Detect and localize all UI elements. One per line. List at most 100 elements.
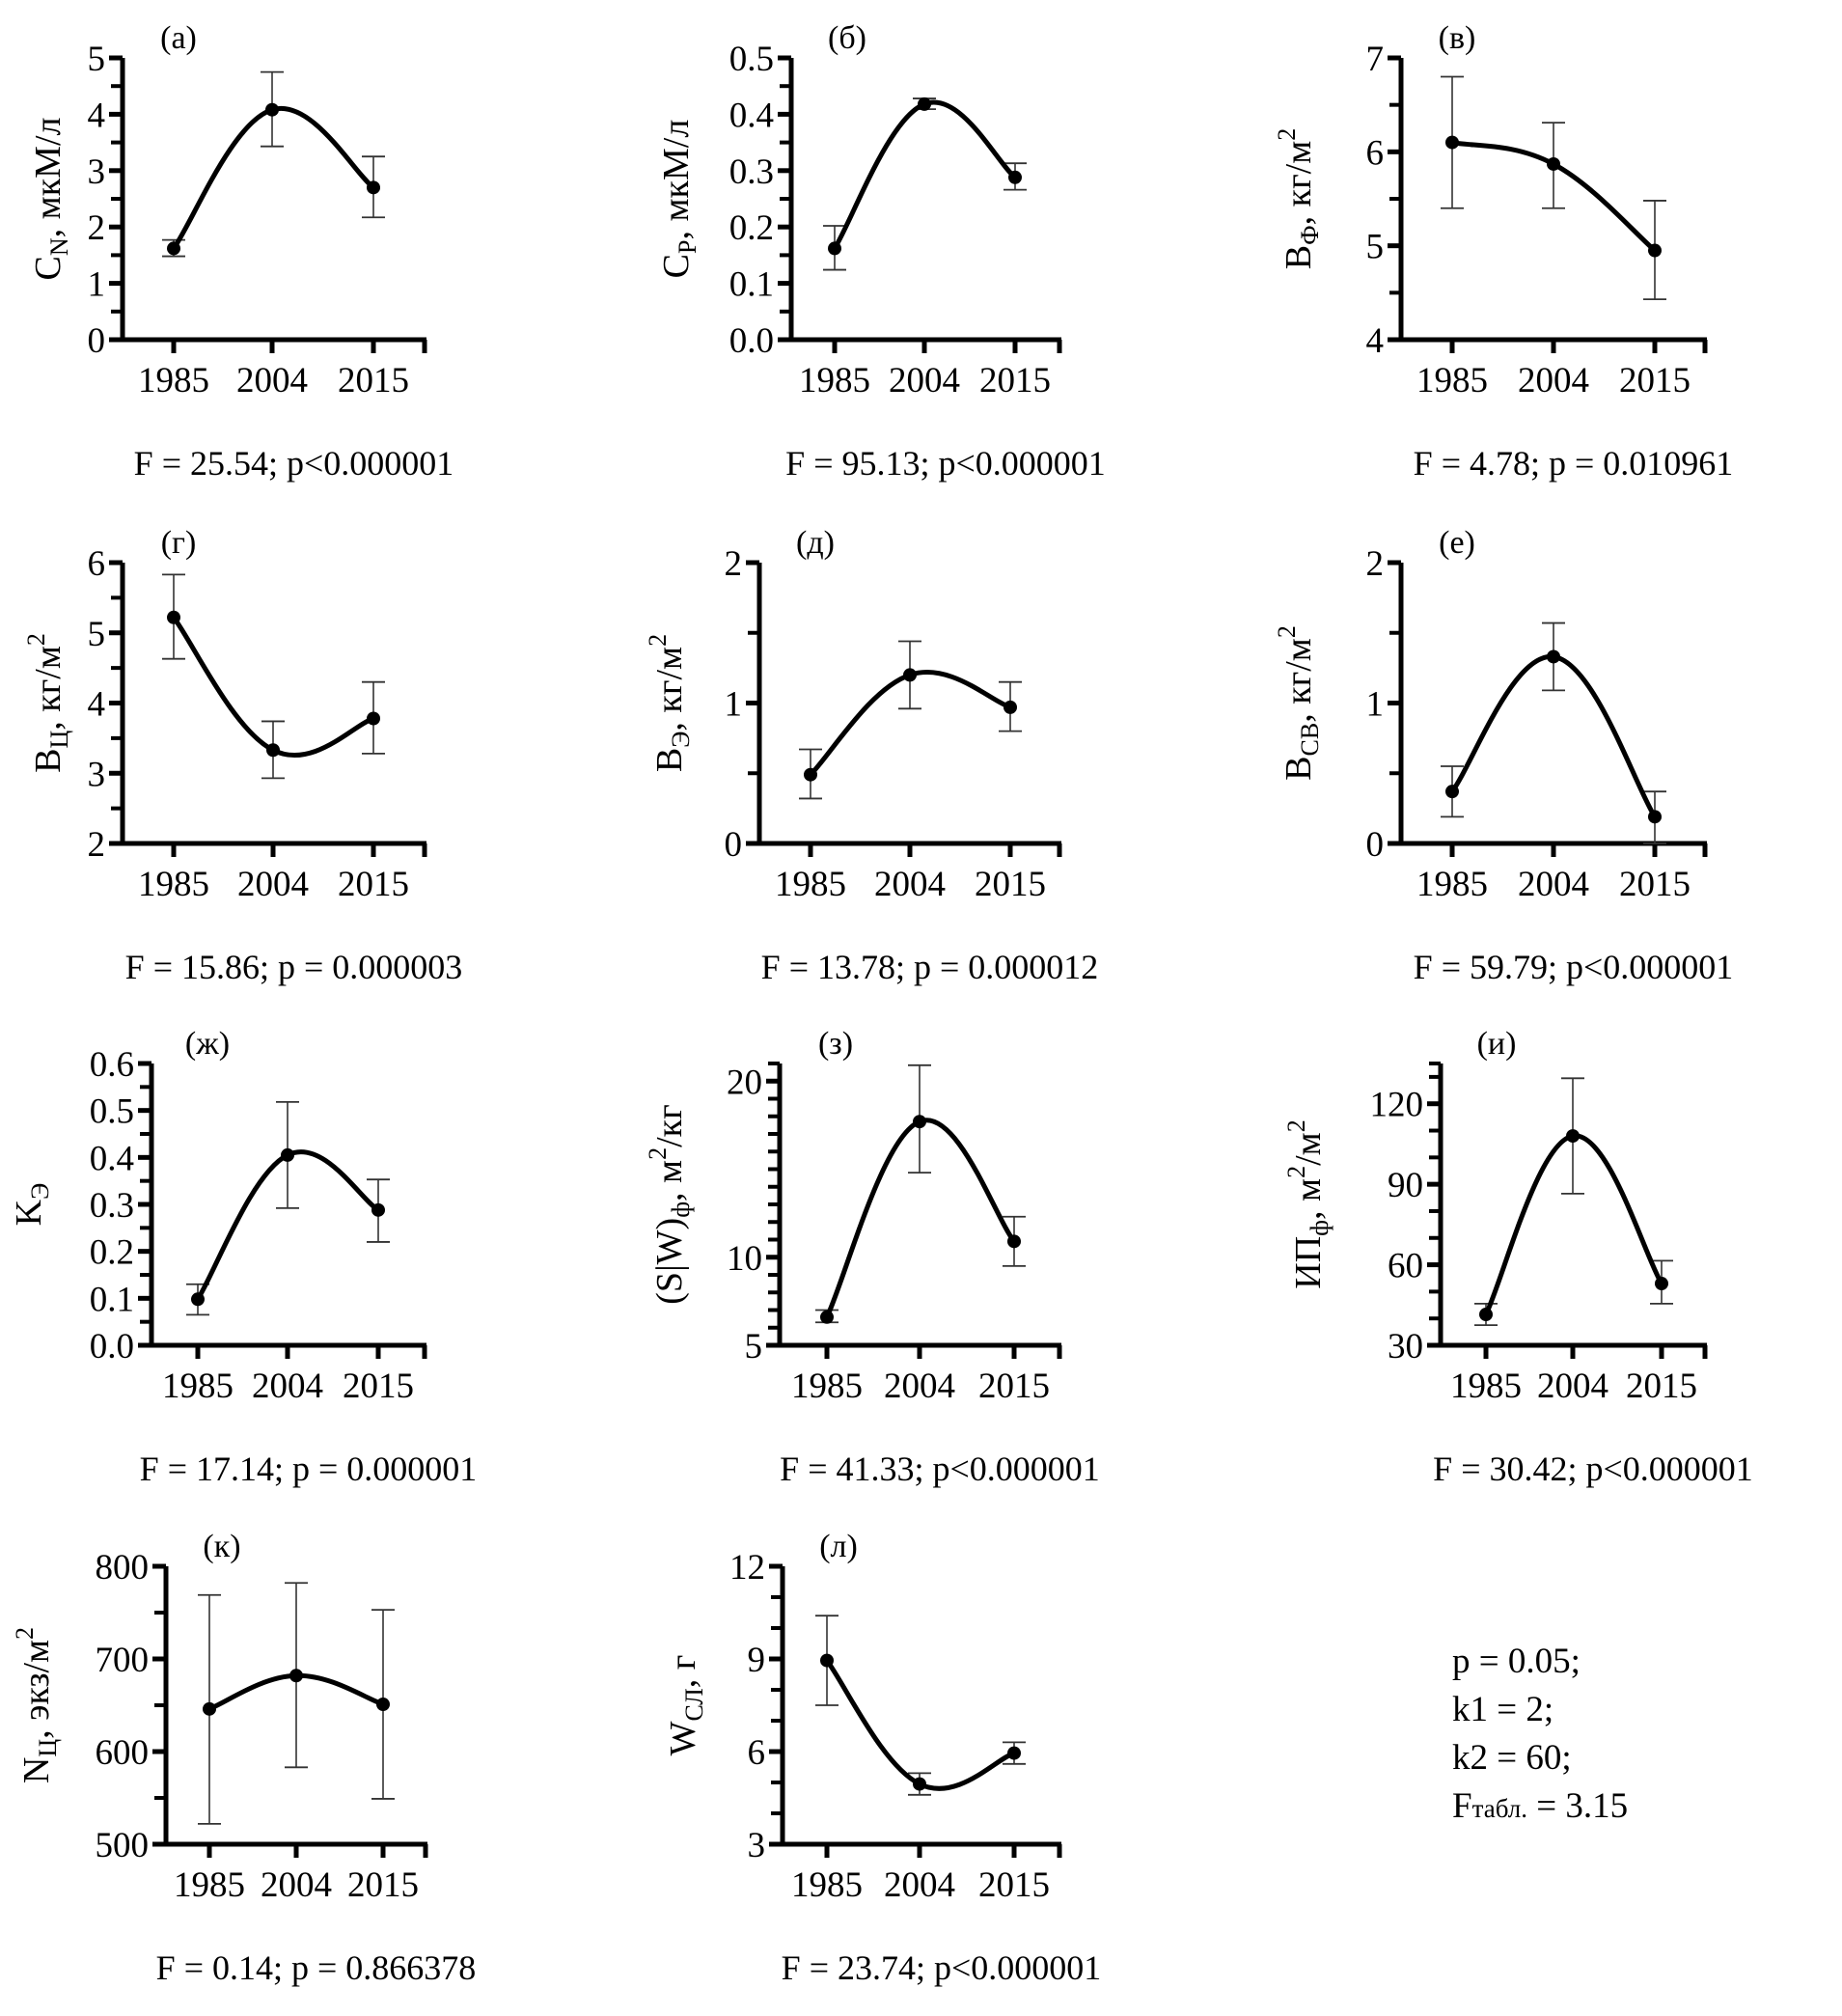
note-line-k2: k2 = 60;	[1452, 1738, 1572, 1778]
y-axis-label-part: N	[16, 1757, 57, 1783]
x-tick-label: 1985	[799, 361, 870, 400]
x-tick-label: 2004	[884, 1367, 955, 1406]
y-axis-label: KЭ​	[9, 1183, 54, 1227]
y-axis-label: NЦ​, экз/м2​	[11, 1627, 62, 1783]
y-tick-label: 0.3	[729, 152, 774, 192]
y-axis-label-part: /м	[1288, 1132, 1329, 1166]
panel-letter: (б)	[828, 20, 866, 56]
y-axis-label-part: C	[28, 256, 69, 280]
data-point	[167, 241, 180, 256]
x-tick-label: 2015	[1626, 1367, 1697, 1406]
y-tick-label: 800	[96, 1548, 150, 1588]
panel-letter: (к)	[203, 1529, 240, 1564]
panel-zh: 0.0 0.1 0.2 0.3 0.4 0.5 0.6 1985 2004 2015 (ж) KЭ​ F…	[9, 1026, 477, 1488]
y-tick-label: 4	[88, 96, 106, 135]
y-axis-label-part: C	[656, 254, 697, 278]
y-tick-label: 600	[96, 1733, 150, 1773]
data-point	[1547, 649, 1560, 664]
y-tick-label: 0.4	[90, 1139, 134, 1178]
y-axis-label-part: Э	[667, 732, 695, 748]
f-table-rest: = 3.15	[1526, 1786, 1629, 1826]
y-axis-label: BЦ​, кг/м2​	[22, 633, 73, 773]
y-axis-label-part: 2	[11, 1627, 39, 1640]
y-tick-label: 5	[88, 40, 106, 79]
y-tick-label: 2	[88, 208, 106, 248]
y-tick-label: 6	[1366, 133, 1385, 173]
y-axis-label-part: СЛ	[680, 1688, 708, 1721]
y-tick-label: 0.1	[90, 1280, 134, 1319]
y-tick-label: 1	[88, 265, 106, 305]
x-tick-label: 2004	[237, 865, 309, 904]
data-point	[1007, 1746, 1021, 1760]
y-tick-label: 5	[745, 1327, 763, 1367]
x-tick-label: 2004	[261, 1865, 332, 1905]
x-tick-label: 2004	[252, 1367, 323, 1406]
data-point	[371, 1202, 385, 1217]
series-line	[171, 105, 376, 251]
y-axis-label-part: ИП	[1288, 1236, 1329, 1289]
data-point	[265, 102, 279, 117]
x-tick-label: 1985	[138, 361, 209, 400]
panel-g: 2 3 4 5 6 1985 2004 2015 (г) BЦ​, кг/м2​ F = 15.86…	[22, 525, 462, 986]
y-axis-label: (S|W)ф​, м2​/кг	[644, 1104, 695, 1304]
x-tick-label: 2015	[1619, 865, 1691, 904]
anova-stat: F = 30.42; p<0.000001	[1433, 1450, 1753, 1488]
y-axis-label-part: Ц	[45, 731, 73, 749]
y-tick-label: 500	[96, 1826, 150, 1865]
note-line-p: p = 0.05;	[1452, 1642, 1581, 1681]
data-point	[367, 711, 380, 726]
data-point	[1445, 135, 1459, 150]
panel-e: 0 1 2 1985 2004 2015 (е) BCB​, кг/м2​ F = 59.79;…	[1273, 525, 1733, 986]
data-point	[1648, 810, 1662, 824]
panel-letter: (а)	[160, 20, 197, 56]
y-tick-label: 0.0	[90, 1327, 134, 1367]
x-tick-label: 1985	[138, 865, 209, 904]
x-tick-label: 2004	[884, 1865, 955, 1905]
y-tick-label: 6	[88, 544, 106, 584]
data-point	[1547, 156, 1560, 171]
data-point	[1655, 1277, 1668, 1291]
data-point	[376, 1698, 390, 1712]
y-axis-label-part: 2	[1282, 1166, 1310, 1178]
x-tick-label: 2004	[1537, 1367, 1608, 1406]
data-point	[1003, 700, 1017, 714]
x-tick-label: 2004	[1518, 865, 1589, 904]
y-axis-label-part: W	[663, 1721, 703, 1755]
anova-stat: F = 4.78; p = 0.010961	[1414, 444, 1734, 483]
panel-letter: (з)	[818, 1026, 853, 1062]
y-axis-label-part: , мкМ/л	[656, 120, 697, 240]
y-axis-label-part: /кг	[649, 1104, 690, 1147]
y-tick-label: 3	[748, 1826, 766, 1865]
y-tick-label: 5	[88, 615, 106, 654]
f-table-sub: табл.	[1471, 1794, 1527, 1823]
y-tick-label: 20	[727, 1063, 762, 1102]
x-tick-label: 1985	[1416, 865, 1488, 904]
x-tick-label: 2004	[889, 361, 960, 400]
y-axis-label: CP​, мкМ/л	[656, 120, 701, 279]
y-axis-label: BЭ​, кг/м2​	[644, 634, 695, 772]
data-point	[804, 767, 817, 782]
y-tick-label: 0	[1366, 825, 1385, 865]
panel-letter: (д)	[796, 525, 835, 561]
anova-stat: F = 0.14; p = 0.866378	[156, 1948, 477, 1987]
panel-letter: (е)	[1439, 525, 1475, 561]
data-point	[1007, 1234, 1021, 1249]
y-axis-label-part: 2	[1273, 128, 1301, 141]
data-point	[903, 668, 917, 682]
y-tick-label: 2	[1366, 544, 1385, 584]
y-tick-label: 0.4	[729, 96, 774, 135]
y-tick-label: 0.2	[729, 208, 774, 248]
y-tick-label: 2	[725, 544, 743, 584]
anova-stat: F = 17.14; p = 0.000001	[140, 1450, 478, 1488]
panel-a: 0 1 2 3 4 5 1985 2004 2015 (а) CN​, мкМ/л F = 25.54…	[28, 20, 454, 483]
series-line	[832, 99, 1018, 251]
anova-stat: F = 13.78; p = 0.000012	[761, 948, 1099, 986]
x-tick-label: 2015	[979, 361, 1051, 400]
y-axis-label-part: Ц	[34, 1739, 62, 1757]
data-point	[1008, 170, 1022, 184]
note-line-f-table: Fтабл. = 3.15	[1452, 1782, 1628, 1833]
y-tick-label: 0.5	[729, 40, 774, 79]
x-tick-label: 2015	[975, 865, 1046, 904]
y-axis-label-part: (S|W)	[649, 1218, 690, 1305]
x-tick-label: 1985	[775, 865, 846, 904]
